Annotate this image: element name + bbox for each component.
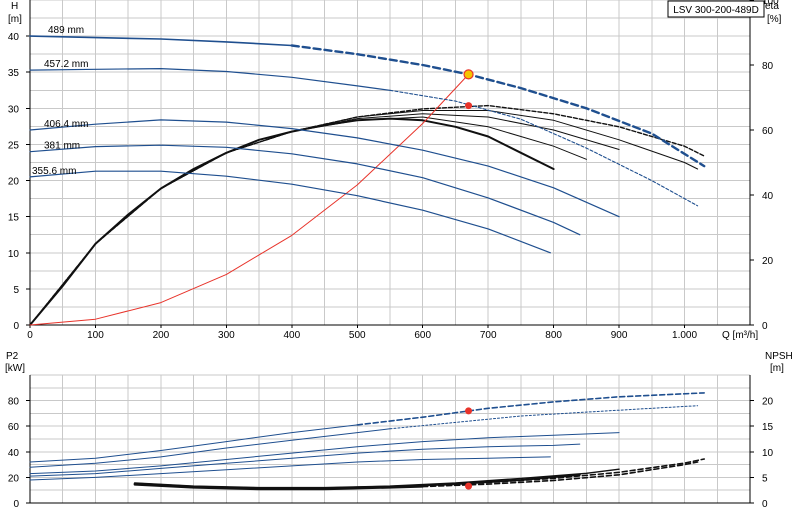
head-axis-unit: [m] xyxy=(8,14,22,25)
eta-axis-unit: [%] xyxy=(767,14,782,25)
npsh-axis-title: NPSH xyxy=(765,351,793,362)
flow-axis-title: Q [m³/h] xyxy=(722,330,758,341)
x-tick-label: 500 xyxy=(349,330,366,341)
impeller-diameter-label: 457.2 mm xyxy=(44,59,88,70)
upper-left-tick-label: 25 xyxy=(8,140,20,151)
power-curve xyxy=(29,456,551,481)
upper-right-tick-label: 80 xyxy=(762,61,774,72)
upper-left-tick-label: 35 xyxy=(8,68,20,79)
npsh-curve xyxy=(133,483,424,491)
lower-left-tick-label: 80 xyxy=(8,397,20,408)
model-label-box xyxy=(667,0,765,18)
upper-right-tick-label: 20 xyxy=(762,256,774,267)
upper-right-tick-label: 60 xyxy=(762,126,774,137)
power-point xyxy=(465,407,473,415)
operating-point xyxy=(463,69,474,80)
power-curve-extension xyxy=(356,392,706,426)
lower-right-tick-label: 5 xyxy=(762,473,768,484)
lower-left-tick-label: 20 xyxy=(8,473,20,484)
upper-right-tick-label: 40 xyxy=(762,191,774,202)
power-curve xyxy=(29,432,620,475)
npsh-curve-extension xyxy=(421,461,699,488)
upper-left-tick-label: 20 xyxy=(8,177,20,188)
impeller-diameter-label: 406.4 mm xyxy=(44,119,88,130)
upper-left-tick-label: 10 xyxy=(8,249,20,260)
impeller-diameter-label: 355.6 mm xyxy=(32,166,76,177)
lower-right-tick-label: 10 xyxy=(762,448,774,459)
lower-left-tick-label: 0 xyxy=(13,499,19,510)
model-label: LSV 300-200-489D xyxy=(673,5,759,16)
x-tick-label: 300 xyxy=(218,330,235,341)
head-curve xyxy=(29,67,391,91)
npsh-curve-extension xyxy=(421,458,706,487)
upper-left-tick-label: 30 xyxy=(8,104,20,115)
npsh-point xyxy=(465,482,473,490)
lower-right-tick-label: 0 xyxy=(762,499,768,510)
power-curve xyxy=(29,424,358,463)
head-curve xyxy=(29,35,293,47)
power-curve xyxy=(29,443,581,477)
x-tick-label: 700 xyxy=(480,330,497,341)
x-tick-label: 100 xyxy=(87,330,104,341)
efficiency-curve xyxy=(29,116,587,326)
system-curve xyxy=(29,73,469,326)
head-curve-extension xyxy=(389,89,699,207)
upper-left-tick-label: 40 xyxy=(8,32,20,43)
efficiency-curve xyxy=(29,104,705,326)
lower-right-tick-label: 20 xyxy=(762,397,774,408)
lower-left-tick-label: 40 xyxy=(8,448,20,459)
head-curve xyxy=(29,119,620,218)
x-tick-label: 400 xyxy=(283,330,300,341)
x-tick-label: 1.000 xyxy=(672,330,697,341)
x-tick-label: 200 xyxy=(153,330,170,341)
power-curve xyxy=(29,428,391,468)
power-axis-unit: [kW] xyxy=(5,363,25,374)
upper-right-tick-label: 0 xyxy=(762,321,768,332)
head-curve-extension xyxy=(290,44,706,168)
efficiency-point xyxy=(465,102,473,110)
head-curve xyxy=(29,170,552,254)
upper-left-tick-label: 0 xyxy=(13,321,19,332)
npsh-axis-unit: [m] xyxy=(770,363,784,374)
lower-right-tick-label: 15 xyxy=(762,422,774,433)
head-axis-title: H xyxy=(11,1,18,12)
upper-left-tick-label: 15 xyxy=(8,213,20,224)
impeller-diameter-label: 489 mm xyxy=(48,25,84,36)
upper-grid xyxy=(29,0,751,326)
x-tick-label: 900 xyxy=(611,330,628,341)
x-tick-label: 600 xyxy=(414,330,431,341)
head-curve xyxy=(29,144,581,236)
eta-axis-title: eta xyxy=(765,1,779,12)
lower-left-tick-label: 60 xyxy=(8,422,20,433)
x-tick-label: 800 xyxy=(545,330,562,341)
upper-left-tick-label: 5 xyxy=(13,285,19,296)
x-tick-label: 0 xyxy=(27,330,33,341)
power-curve-extension xyxy=(389,405,699,430)
upper-right-tick-label: 100 xyxy=(762,0,779,7)
impeller-diameter-label: 381 mm xyxy=(44,141,80,152)
power-axis-title: P2 xyxy=(6,351,19,362)
